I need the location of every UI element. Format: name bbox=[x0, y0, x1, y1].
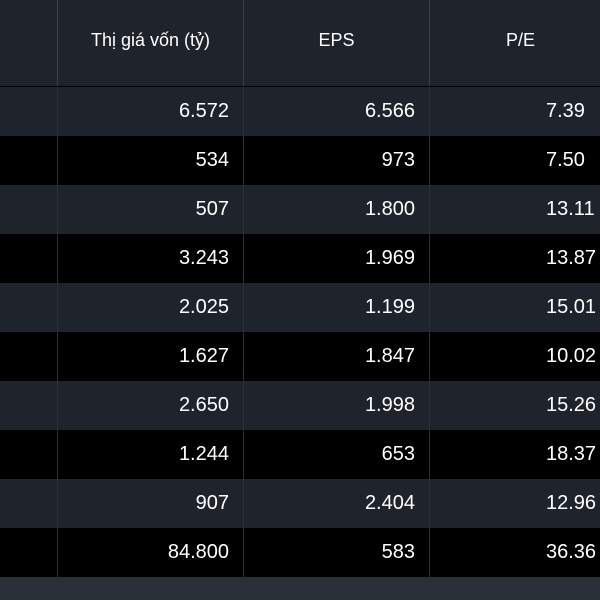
row-cell-market-cap: 1.244 bbox=[58, 430, 244, 479]
header-cell-pe[interactable]: P/E bbox=[506, 29, 536, 50]
table-row[interactable]: 1.627 1.847 10.02 bbox=[0, 332, 600, 381]
table-row[interactable]: 2.650 1.998 15.26 bbox=[0, 381, 600, 430]
row-cell-eps: 973 bbox=[244, 136, 430, 185]
header-cell-blank bbox=[0, 0, 58, 86]
row-cell-market-cap: 6.572 bbox=[58, 87, 244, 136]
row-cell-eps: 653 bbox=[244, 430, 430, 479]
row-cell-market-cap: 2.025 bbox=[58, 283, 244, 332]
row-cell-eps: 1.800 bbox=[244, 185, 430, 234]
row-cell-pe: 10.02 bbox=[546, 345, 597, 367]
table-row[interactable]: 907 2.404 12.96 bbox=[0, 479, 600, 528]
table-row[interactable]: 3.243 1.969 13.87 bbox=[0, 234, 600, 283]
table-row[interactable]: 534 973 7.50 bbox=[0, 136, 600, 185]
row-cell-market-cap: 2.650 bbox=[58, 381, 244, 430]
row-cell-pe: 7.39 bbox=[546, 100, 585, 122]
row-cell-pe: 13.87 bbox=[546, 247, 597, 269]
table-row[interactable]: 6.572 6.566 7.39 bbox=[0, 87, 600, 136]
row-cell-pe: 36.36 bbox=[546, 541, 597, 563]
row-cell-eps: 1.199 bbox=[244, 283, 430, 332]
header-cell-eps[interactable]: EPS bbox=[244, 0, 430, 86]
row-cell-symbol bbox=[0, 381, 58, 430]
table-row[interactable]: 507 1.800 13.11 bbox=[0, 185, 600, 234]
row-cell-eps: 6.566 bbox=[244, 87, 430, 136]
table-header-row: Thị giá vốn (tỷ) EPS P/E bbox=[0, 0, 600, 86]
row-cell-eps: 1.998 bbox=[244, 381, 430, 430]
row-cell-market-cap: 534 bbox=[58, 136, 244, 185]
row-cell-symbol bbox=[0, 185, 58, 234]
row-cell-symbol bbox=[0, 430, 58, 479]
row-cell-eps: 1.969 bbox=[244, 234, 430, 283]
row-cell-market-cap: 507 bbox=[58, 185, 244, 234]
row-cell-symbol bbox=[0, 87, 58, 136]
row-cell-pe: 15.26 bbox=[546, 394, 597, 416]
row-cell-market-cap: 907 bbox=[58, 479, 244, 528]
table-footer-bar bbox=[0, 577, 600, 600]
row-cell-market-cap: 3.243 bbox=[58, 234, 244, 283]
row-cell-symbol bbox=[0, 479, 58, 528]
row-cell-eps: 2.404 bbox=[244, 479, 430, 528]
row-cell-pe: 13.11 bbox=[546, 198, 595, 220]
row-cell-pe: 15.01 bbox=[546, 296, 597, 318]
row-cell-pe: 18.37 bbox=[546, 443, 597, 465]
table-row[interactable]: 84.800 583 36.36 bbox=[0, 528, 600, 577]
table-row[interactable]: 1.244 653 18.37 bbox=[0, 430, 600, 479]
row-cell-pe: 7.50 bbox=[546, 149, 585, 171]
row-cell-eps: 583 bbox=[244, 528, 430, 577]
table-row[interactable]: 2.025 1.199 15.01 bbox=[0, 283, 600, 332]
row-cell-symbol bbox=[0, 136, 58, 185]
row-cell-symbol bbox=[0, 332, 58, 381]
row-cell-symbol bbox=[0, 234, 58, 283]
row-cell-market-cap: 84.800 bbox=[58, 528, 244, 577]
row-cell-market-cap: 1.627 bbox=[58, 332, 244, 381]
header-cell-market-cap[interactable]: Thị giá vốn (tỷ) bbox=[58, 0, 244, 86]
row-cell-pe: 12.96 bbox=[546, 492, 597, 514]
row-cell-eps: 1.847 bbox=[244, 332, 430, 381]
row-cell-symbol bbox=[0, 528, 58, 577]
row-cell-symbol bbox=[0, 283, 58, 332]
